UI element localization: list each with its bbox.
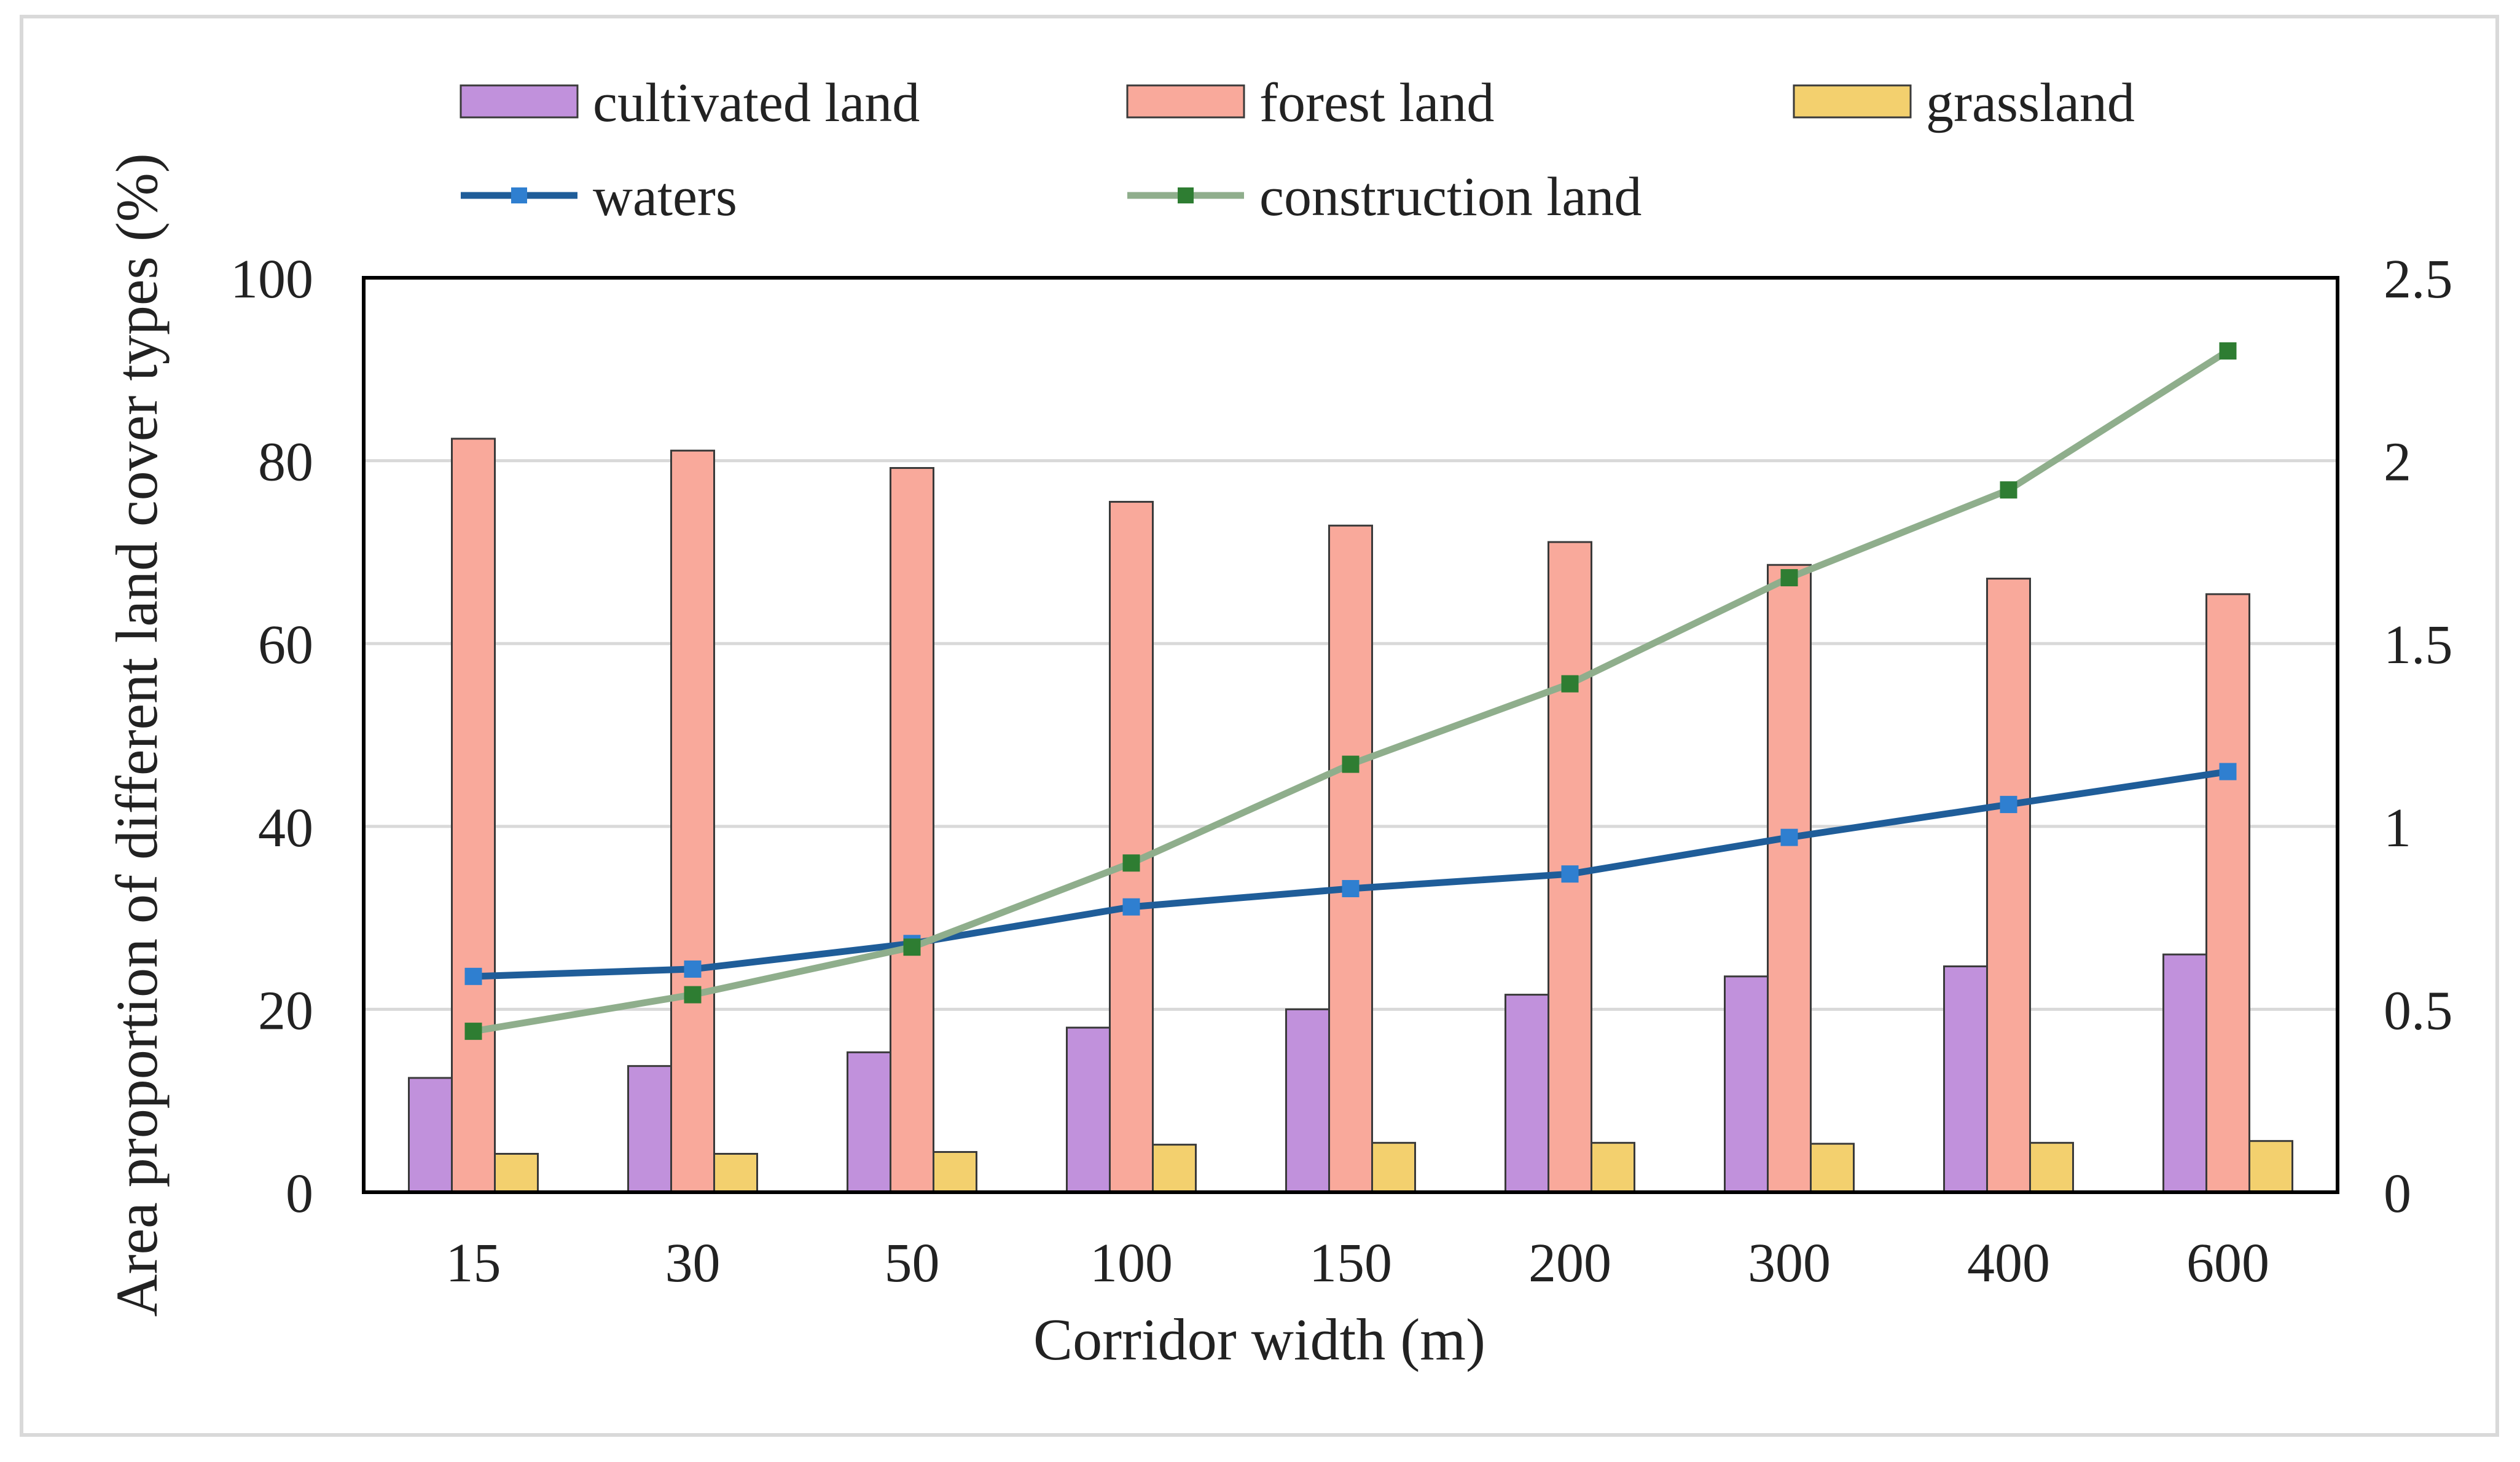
bar-cultivated-land — [1724, 975, 1769, 1193]
bar-grassland — [2029, 1142, 2074, 1193]
axis-layer: 0 20 40 60 80 100 0 0.5 1 1.5 2 2.5 15 30 50 100 150 200 3… — [230, 249, 2453, 1294]
bar-grassland — [933, 1151, 977, 1193]
point-waters — [464, 967, 482, 985]
x-tick-label: 300 — [1748, 1233, 1831, 1294]
point-waters — [1561, 865, 1579, 883]
bar-grassland — [1371, 1142, 1416, 1193]
bar-grassland — [1810, 1142, 1855, 1193]
legend-swatch-grassland — [1793, 84, 1912, 119]
bar-cultivated-land — [847, 1051, 891, 1193]
x-tick-label: 30 — [665, 1233, 721, 1294]
y-tick-label: 100 — [230, 249, 313, 310]
x-tick-label: 100 — [1090, 1233, 1173, 1294]
x-tick-label: 200 — [1528, 1233, 1611, 1294]
x-axis-title: Corridor width (m) — [1033, 1307, 1485, 1372]
y-axis-title: Area proportion of different land cover … — [104, 153, 170, 1317]
point-waters — [1342, 879, 1360, 897]
y-tick-label: 40 — [258, 798, 313, 859]
x-tick-label: 600 — [2186, 1233, 2269, 1294]
point-construction-land — [1122, 854, 1140, 872]
legend: cultivated land forest land grassland water… — [460, 73, 2135, 227]
legend-label-grassland: grassland — [1926, 73, 2135, 133]
bar-grassland — [1591, 1142, 1635, 1193]
point-waters — [684, 960, 702, 978]
bar-cultivated-land — [1285, 1008, 1330, 1193]
x-tick-label: 150 — [1309, 1233, 1392, 1294]
bar-cultivated-land — [2162, 953, 2207, 1193]
point-waters — [2219, 763, 2237, 780]
point-waters — [1780, 828, 1798, 846]
point-waters — [1122, 898, 1140, 916]
bar-forest-land — [2205, 593, 2250, 1193]
legend-swatch-forest-land — [1126, 84, 1245, 119]
y2-tick-label: 2.5 — [2384, 249, 2453, 310]
y2-tick-label: 0.5 — [2384, 980, 2453, 1041]
bar-forest-land — [1767, 564, 1812, 1193]
bar-cultivated-land — [1066, 1026, 1111, 1193]
line-layer — [464, 342, 2237, 1040]
point-construction-land — [1342, 755, 1360, 773]
point-waters — [2000, 796, 2017, 814]
bar-forest-land — [1109, 501, 1154, 1193]
bar-grassland — [1152, 1144, 1197, 1193]
bar-grassland — [2248, 1140, 2293, 1193]
bar-layer — [408, 438, 2293, 1193]
bar-forest-land — [1986, 578, 2031, 1193]
point-construction-land — [1561, 675, 1579, 693]
legend-label-forest-land: forest land — [1259, 73, 1494, 133]
legend-swatch-cultivated-land — [460, 84, 579, 119]
x-tick-label: 400 — [1967, 1233, 2050, 1294]
bar-forest-land — [890, 467, 934, 1193]
point-construction-land — [2219, 342, 2237, 360]
legend-label-construction-land: construction land — [1259, 167, 1642, 227]
y2-tick-label: 1 — [2384, 798, 2411, 859]
point-construction-land — [903, 938, 921, 956]
bar-forest-land — [670, 449, 715, 1193]
point-construction-land — [2000, 481, 2017, 499]
x-tick-label: 15 — [446, 1233, 501, 1294]
chart-frame — [20, 15, 2499, 1437]
y2-tick-label: 1.5 — [2384, 615, 2453, 675]
point-construction-land — [1780, 569, 1798, 587]
bar-forest-land — [451, 438, 496, 1193]
legend-marker-waters — [511, 187, 527, 203]
x-tick-label: 50 — [885, 1233, 940, 1294]
bar-grassland — [713, 1153, 758, 1193]
bar-cultivated-land — [1505, 994, 1549, 1193]
bar-cultivated-land — [408, 1077, 453, 1193]
y-tick-label: 20 — [258, 980, 313, 1041]
y-tick-label: 0 — [286, 1163, 313, 1224]
point-construction-land — [464, 1023, 482, 1040]
legend-marker-construction-land — [1178, 187, 1194, 203]
legend-label-cultivated-land: cultivated land — [593, 73, 920, 133]
y-tick-label: 80 — [258, 432, 313, 493]
bar-forest-land — [1328, 524, 1373, 1193]
bar-cultivated-land — [627, 1065, 672, 1193]
y2-tick-label: 2 — [2384, 432, 2411, 493]
plot-border — [362, 276, 2339, 1194]
legend-label-waters: waters — [593, 167, 737, 227]
bar-grassland — [494, 1153, 539, 1193]
bar-cultivated-land — [1943, 965, 1988, 1193]
y2-tick-label: 0 — [2384, 1163, 2411, 1224]
point-construction-land — [684, 986, 702, 1004]
y-tick-label: 60 — [258, 615, 313, 675]
